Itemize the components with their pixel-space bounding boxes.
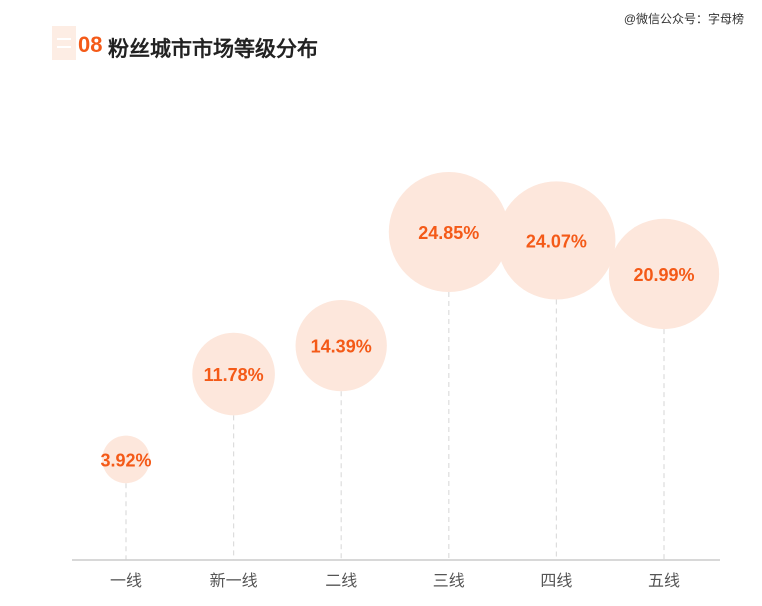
- value-label-4: 24.07%: [526, 231, 587, 251]
- watermark: @微信公众号：字母榜: [623, 12, 744, 26]
- bubble-4: [497, 181, 616, 300]
- category-label-4: 四线: [540, 572, 572, 590]
- category-label-3: 三线: [433, 572, 465, 590]
- bubble-3: [388, 172, 509, 292]
- category-label-0: 一线: [110, 572, 142, 590]
- bubble-2: [295, 299, 387, 392]
- value-label-5: 20.99%: [633, 265, 694, 285]
- value-label-3: 24.85%: [418, 223, 479, 243]
- title-number: 08: [78, 32, 103, 57]
- title-text: 粉丝城市市场等级分布: [108, 38, 318, 61]
- value-label-1: 11.78%: [204, 365, 264, 385]
- bubble-1: [192, 332, 275, 416]
- category-label-2: 二线: [325, 572, 357, 590]
- bubble-5: [608, 218, 720, 330]
- category-label-5: 五线: [648, 572, 680, 590]
- title-decoration-icon: [52, 26, 76, 60]
- value-label-0: 3.92%: [100, 450, 151, 470]
- value-label-2: 14.39%: [311, 337, 372, 357]
- category-label-1: 新一线: [210, 572, 258, 590]
- bubble-0: [102, 435, 150, 484]
